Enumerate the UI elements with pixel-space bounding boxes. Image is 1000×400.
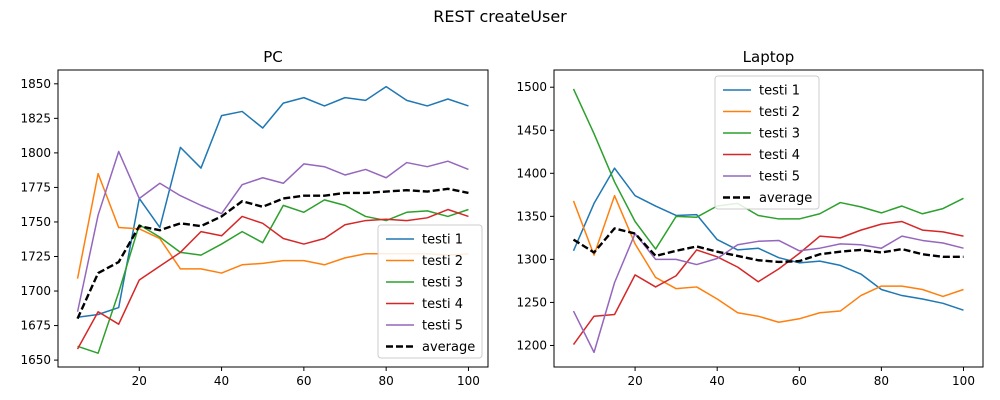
pc-series-line-testi-5: [76, 150, 469, 312]
laptop-x-tick-label: 40: [710, 374, 725, 388]
pc-x-tick-label: 20: [132, 374, 147, 388]
laptop-y-tick-label: 1300: [516, 252, 547, 266]
pc-legend-label-average: average: [422, 340, 475, 355]
laptop-y-tick-label: 1450: [516, 123, 547, 137]
pc-y-tick-label: 1825: [20, 111, 51, 125]
pc-chart-title: PC: [263, 48, 283, 66]
pc-x-tick-label: 80: [379, 374, 394, 388]
laptop-legend-label-testi-5: testi 5: [759, 170, 800, 185]
pc-y-tick-label: 1775: [20, 180, 51, 194]
laptop-y-tick-label: 1350: [516, 209, 547, 223]
laptop-legend-label-testi-4: testi 4: [759, 148, 800, 163]
pc-series-line-average: [76, 187, 469, 320]
pc-y-tick-label: 1850: [20, 77, 51, 91]
pc-y-tick-label: 1650: [20, 353, 51, 367]
pc-y-tick-label: 1725: [20, 249, 51, 263]
pc-plot-frame: [57, 69, 489, 368]
pc-legend-label-testi-5: testi 5: [422, 319, 463, 334]
figure-suptitle: REST createUser: [433, 7, 567, 26]
pc-legend-label-testi-1: testi 1: [422, 233, 463, 248]
laptop-x-tick-label: 20: [627, 374, 642, 388]
laptop-series-line-testi-3: [572, 88, 964, 250]
pc-legend-label-testi-3: testi 3: [422, 276, 463, 291]
laptop-series-line-testi-2: [572, 194, 964, 323]
laptop-legend-label-testi-1: testi 1: [759, 84, 800, 99]
laptop-chart-title: Laptop: [743, 48, 795, 66]
laptop-legend: testi 1 testi 2 testi 3 testi 4 testi 5 avera…: [714, 75, 820, 210]
pc-x-tick-label: 40: [214, 374, 229, 388]
laptop-legend-label-testi-2: testi 2: [759, 105, 800, 120]
laptop-y-tick-label: 1200: [516, 338, 547, 352]
pc-series-line-testi-3: [77, 199, 469, 354]
pc-x-tick-label: 100: [457, 374, 480, 388]
laptop-series-line-testi-4: [572, 220, 964, 346]
laptop-x-tick-label: 60: [792, 374, 807, 388]
pc-series-line-testi-1: [77, 85, 469, 319]
laptop-series-line-testi-1: [572, 167, 964, 311]
laptop-y-tick-label: 1500: [516, 80, 547, 94]
laptop-legend-label-average: average: [759, 191, 812, 206]
laptop-x-tick-label: 80: [874, 374, 889, 388]
laptop-plot-frame: [553, 69, 984, 368]
pc-chart: PC 20 40 60 80 100 1650 1675 1700 1725 1750 1775 180…: [20, 48, 489, 388]
pc-y-tick-label: 1800: [20, 146, 51, 160]
pc-x-tick-label: 60: [296, 374, 311, 388]
laptop-legend-label-testi-3: testi 3: [759, 127, 800, 142]
laptop-x-tick-label: 100: [952, 374, 975, 388]
pc-y-tick-label: 1750: [20, 215, 51, 229]
pc-series-line-testi-4: [76, 208, 469, 350]
laptop-y-tick-label: 1400: [516, 166, 547, 180]
pc-legend-label-testi-4: testi 4: [422, 297, 463, 312]
pc-legend-label-testi-2: testi 2: [422, 254, 463, 269]
pc-legend: testi 1 testi 2 testi 3 testi 4 testi 5 avera…: [377, 224, 483, 359]
laptop-y-tick-label: 1250: [516, 295, 547, 309]
laptop-series-line-average: [572, 227, 964, 264]
pc-y-tick-label: 1675: [20, 319, 51, 333]
pc-y-tick-label: 1700: [20, 284, 51, 298]
laptop-chart: Laptop 20 40 60 80 100 1200 1250 1300 1350 1400 145…: [516, 48, 984, 388]
